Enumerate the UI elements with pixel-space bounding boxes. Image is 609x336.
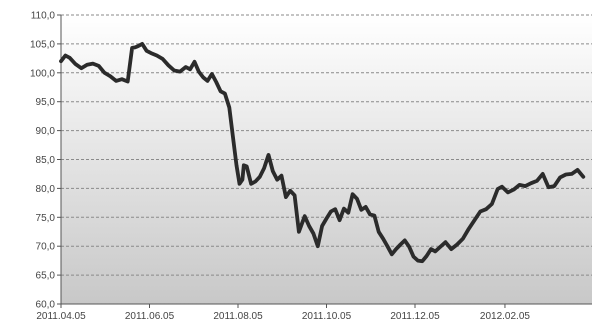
y-tick-label: 80,0 — [36, 184, 56, 195]
x-tick-label: 2011.10.05 — [302, 311, 352, 322]
y-tick-label: 70,0 — [36, 242, 56, 253]
x-tick-label: 2012.02.05 — [480, 311, 530, 322]
x-tick-label: 2011.12.05 — [390, 311, 440, 322]
y-tick-label: 85,0 — [36, 155, 56, 166]
series-line — [59, 42, 586, 264]
y-tick-label: 110,0 — [31, 11, 56, 22]
y-tick-label: 75,0 — [36, 213, 56, 224]
y-tick-label: 95,0 — [36, 97, 56, 108]
y-tick-label: 65,0 — [36, 271, 56, 282]
y-tick-label: 105,0 — [30, 39, 55, 50]
y-tick-label: 90,0 — [36, 126, 56, 137]
x-tick-label: 2011.06.05 — [125, 311, 175, 322]
y-tick-label: 100,0 — [30, 68, 55, 79]
x-tick-label: 2011.08.05 — [213, 311, 263, 322]
x-tick-label: 2011.04.05 — [36, 311, 86, 322]
series-layer — [59, 42, 586, 264]
y-tick-label: 60,0 — [36, 300, 56, 311]
y-axis-ticks: 60,0 65,0 70,0 75,0 80,0 85,0 90,0 95,0 100,0 105… — [30, 11, 61, 311]
x-axis-ticks: 2011.04.05 2011.06.05 2011.08.05 2011.10.05… — [36, 304, 530, 322]
